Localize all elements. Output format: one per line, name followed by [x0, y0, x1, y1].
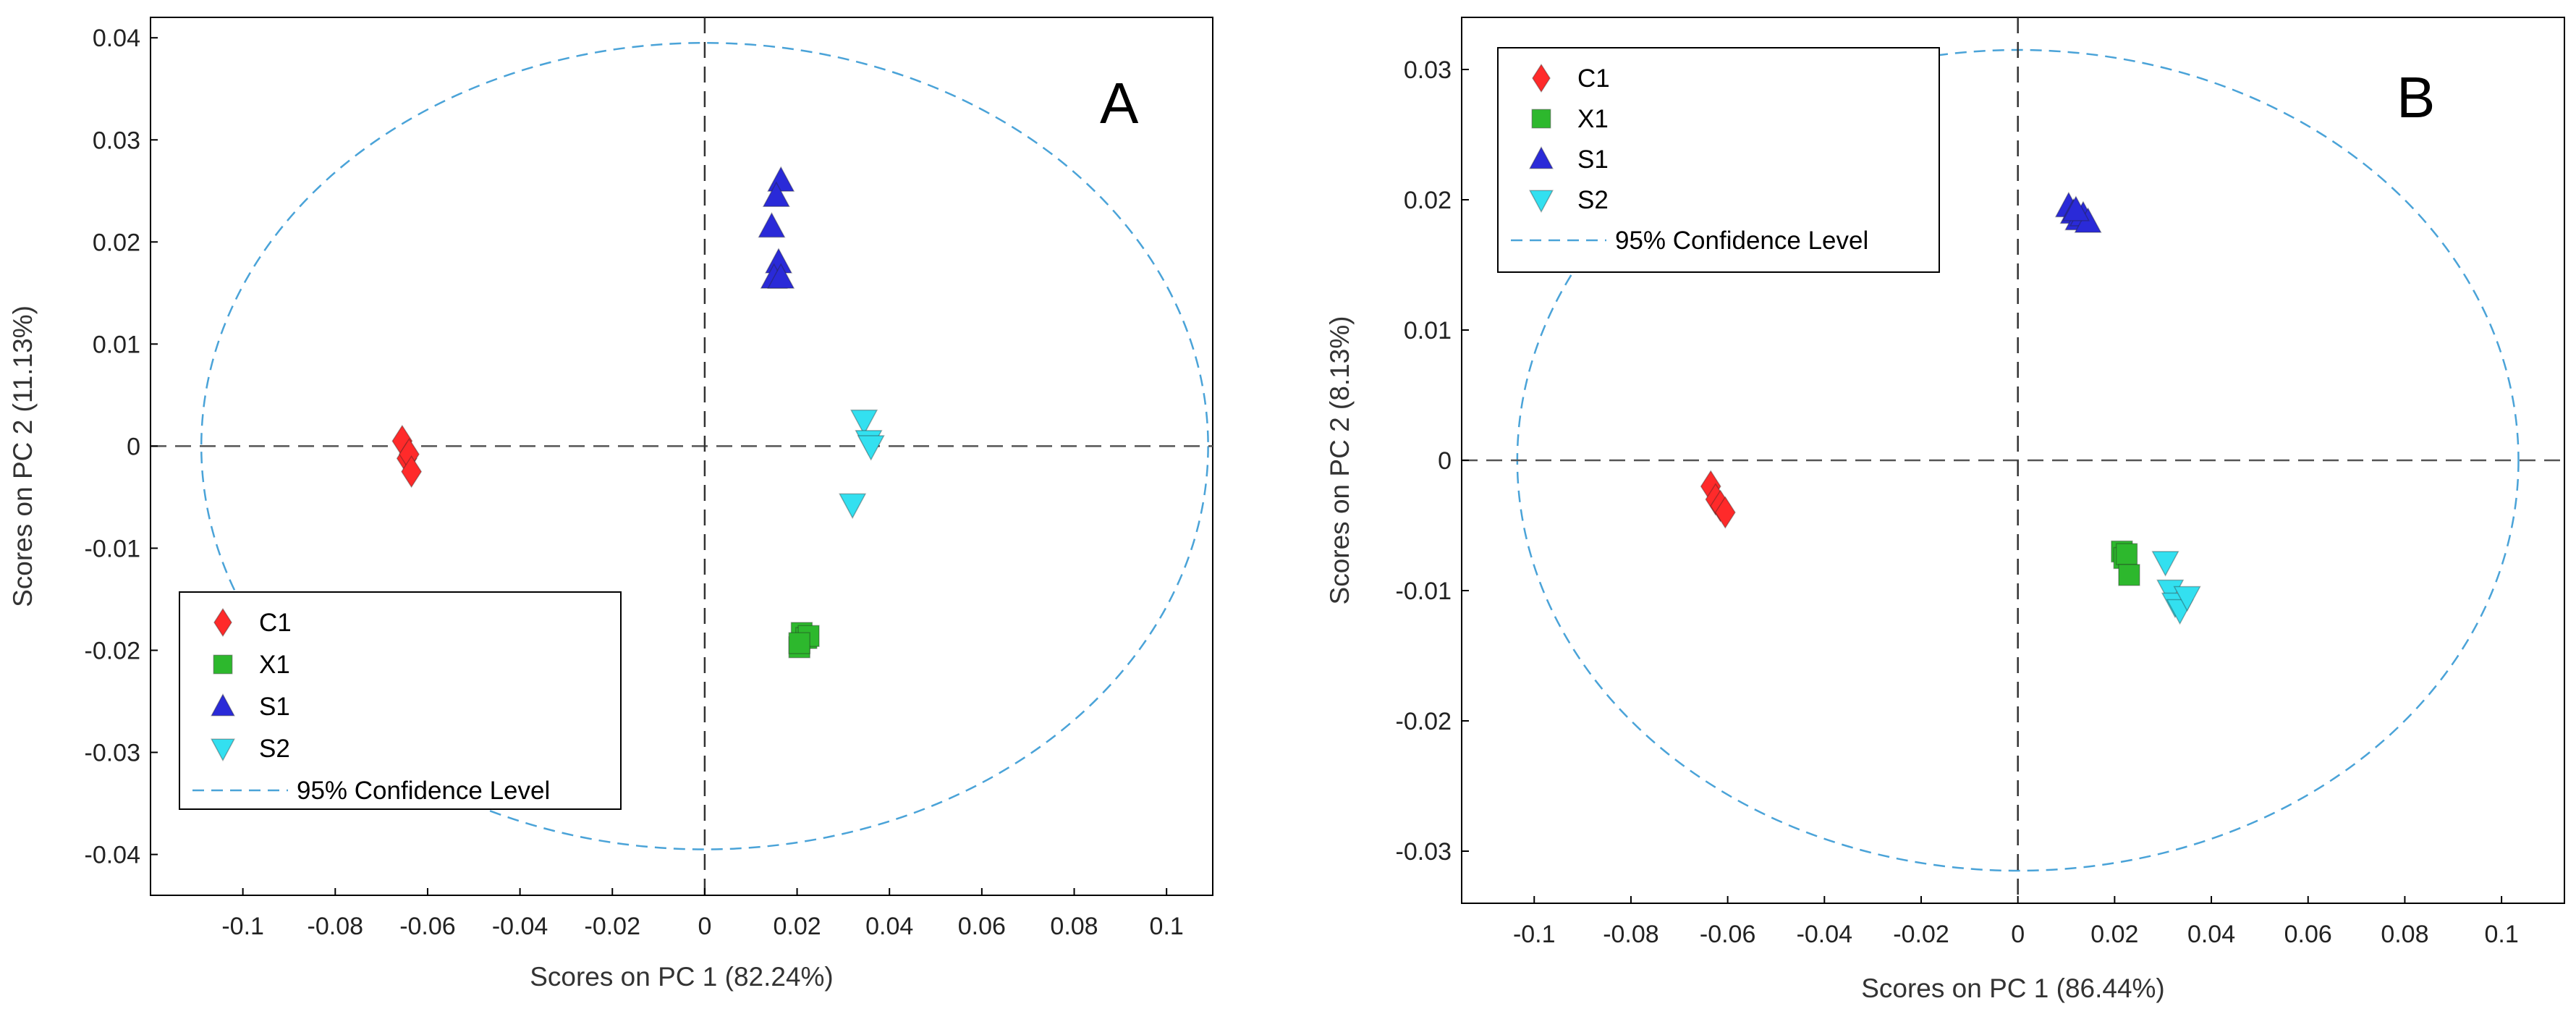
x-tick-label: 0.04	[2187, 921, 2235, 948]
data-point-s2	[2156, 579, 2185, 606]
x-tick-label: 0.02	[773, 913, 821, 940]
y-tick-label: -0.02	[1396, 708, 1452, 735]
y-tick-label: 0	[1438, 447, 1452, 475]
series-s2	[839, 409, 885, 520]
x-tick-label: -0.06	[399, 913, 456, 940]
y-tick-label: 0.01	[93, 331, 140, 358]
series-c1	[1700, 470, 1736, 529]
x-tick-label: 0.1	[2484, 921, 2518, 948]
data-point-x1	[2115, 543, 2138, 565]
panel-label: B	[2397, 65, 2435, 130]
y-tick-label: 0.02	[93, 229, 140, 256]
x-tick-label: -0.1	[1513, 921, 1556, 948]
legend-label: C1	[1577, 64, 1610, 93]
y-tick-label: -0.01	[1396, 578, 1452, 605]
y-tick-label: -0.02	[85, 637, 141, 664]
legend-marker-s1	[210, 693, 236, 717]
series-x1	[2111, 540, 2140, 586]
panel-b: -0.1 -0.08 -0.06 -0.04 -0.02 0 0.02 0.04 0.06 0.0…	[1325, 17, 2565, 1003]
x-tick-label: -0.02	[585, 913, 641, 940]
y-tick-label: -0.01	[85, 535, 141, 562]
legend-marker-x1	[213, 654, 233, 675]
x-tick-label: -0.08	[308, 913, 364, 940]
x-tick-label: 0.06	[2284, 921, 2332, 948]
y-axis-label: Scores on PC 2 (11.13%)	[8, 305, 38, 607]
y-tick-label: 0	[127, 433, 140, 460]
x-tick-label: 0.1	[1150, 913, 1184, 940]
x-tick-label: 0	[698, 913, 711, 940]
legend-label: S1	[259, 693, 290, 721]
data-point-c1	[1714, 496, 1736, 529]
data-point-s2	[2173, 586, 2201, 612]
series-s1	[758, 166, 795, 289]
data-point-x1	[788, 632, 810, 654]
legend-label: S1	[1577, 145, 1609, 174]
panel-a: -0.1 -0.08 -0.06 -0.04 -0.02 0 0.02 0.04 0.06 0.0…	[8, 17, 1213, 992]
legend-marker-s2	[1528, 190, 1554, 214]
legend-marker-c1	[1532, 63, 1551, 93]
x-tick-label: 0.04	[865, 913, 913, 940]
data-point-s2	[850, 409, 878, 436]
series-c1	[391, 424, 423, 489]
legend-label: S2	[1577, 186, 1609, 214]
x-tick-label: -0.06	[1700, 921, 1756, 948]
data-point-s1	[767, 263, 795, 289]
x-tick-label: 0.08	[2381, 921, 2428, 948]
data-point-s1	[758, 211, 786, 238]
legend-label: X1	[259, 651, 290, 679]
series-x1	[788, 622, 820, 659]
panel-label: A	[1100, 71, 1139, 135]
y-tick-label: 0.03	[93, 127, 140, 154]
y-tick-label: -0.04	[85, 842, 141, 869]
y-tick-label: 0.02	[1404, 187, 1452, 214]
legend-label: C1	[259, 609, 292, 637]
y-tick-label: 0.04	[93, 25, 140, 52]
legend-marker-c1	[213, 607, 232, 638]
y-axis-label: Scores on PC 2 (8.13%)	[1325, 316, 1355, 605]
x-tick-label: 0.06	[958, 913, 1006, 940]
x-tick-label: -0.04	[492, 913, 548, 940]
legend-label: 95% Confidence Level	[297, 777, 550, 805]
legend-box	[1497, 47, 1940, 273]
y-tick-label: -0.03	[1396, 838, 1452, 866]
x-tick-label: 0.02	[2090, 921, 2138, 948]
legend-label: 95% Confidence Level	[1615, 227, 1868, 255]
legend-box	[179, 591, 622, 810]
x-tick-label: -0.1	[221, 913, 264, 940]
data-point-s2	[839, 493, 867, 520]
data-point-c1	[401, 455, 423, 489]
x-tick-label: -0.02	[1893, 921, 1949, 948]
y-tick-label: -0.03	[85, 740, 141, 767]
x-tick-label: 0.08	[1050, 913, 1098, 940]
legend-marker-s1	[1528, 145, 1554, 169]
confidence-ellipse	[200, 42, 1209, 850]
series-s2	[2151, 551, 2201, 625]
x-axis-label: Scores on PC 1 (82.24%)	[530, 962, 834, 992]
x-tick-label: -0.04	[1797, 921, 1853, 948]
x-tick-label: -0.08	[1603, 921, 1659, 948]
data-point-s1	[762, 181, 790, 208]
legend-label: X1	[1577, 105, 1609, 133]
data-point-s2	[857, 435, 885, 461]
plot-frame	[150, 17, 1213, 896]
legend-marker-x1	[1531, 109, 1551, 129]
series-s1	[2054, 191, 2102, 233]
data-point-x1	[2118, 564, 2140, 586]
legend-marker-s2	[210, 738, 236, 762]
y-tick-label: 0.01	[1404, 317, 1452, 345]
y-tick-label: 0.03	[1404, 56, 1452, 84]
legend-label: S2	[259, 735, 290, 763]
data-point-s1	[2062, 195, 2090, 221]
data-point-s1	[767, 166, 795, 192]
data-point-s2	[2151, 551, 2179, 577]
x-tick-label: 0	[2011, 921, 2025, 948]
x-axis-label: Scores on PC 1 (86.44%)	[1861, 973, 2165, 1003]
